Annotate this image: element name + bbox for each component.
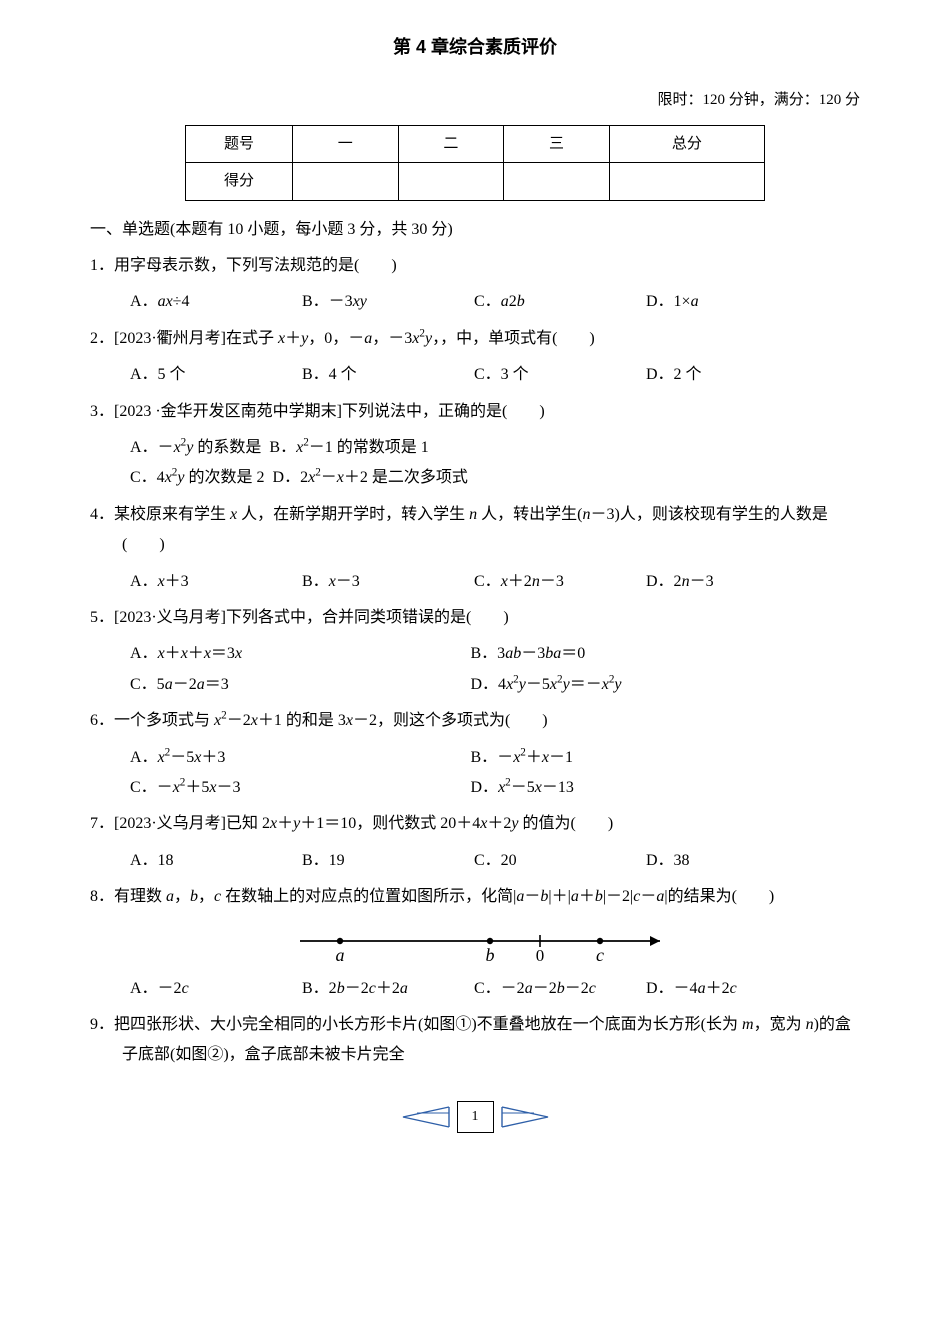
cell [398, 163, 504, 201]
label-a: a [336, 945, 345, 965]
answer-a: A．－2c [130, 974, 302, 1004]
question-4: 4．某校原来有学生 x 人，在新学期开学时，转入学生 n 人，转出学生(n－3)… [90, 500, 860, 561]
answer-c: C．－x2＋5x－3 [130, 773, 471, 803]
question-7: 7．[2023·义乌月考]已知 2x＋y＋1＝10，则代数式 20＋4x＋2y … [90, 809, 860, 839]
answer-b: B．4 个 [302, 360, 474, 390]
answer-c: C．3 个 [474, 360, 646, 390]
section-1-header: 一、单选题(本题有 10 小题，每小题 3 分，共 30 分) [90, 215, 860, 245]
cell: 总分 [609, 125, 764, 163]
question-1-answers: A．ax÷4 B．－3xy C．a2b D．1×a [130, 287, 860, 317]
answer-a: A．ax÷4 [130, 287, 302, 317]
answer-b: B．x－3 [302, 567, 474, 597]
cell [293, 163, 399, 201]
cell: 得分 [186, 163, 293, 201]
page-title: 第 4 章综合素质评价 [90, 30, 860, 64]
question-2: 2．[2023·衢州月考]在式子 x＋y，0，－a，－3x2y，，中，单项式有(… [90, 324, 860, 354]
cell: 题号 [186, 125, 293, 163]
answer-b: B．－x2＋x－1 [471, 743, 812, 773]
label-zero: 0 [536, 946, 545, 965]
answer-a: A．x2－5x＋3 [130, 743, 471, 773]
answer-a: A．－x2y 的系数是 [130, 439, 261, 456]
answer-a: A．5 个 [130, 360, 302, 390]
cell [504, 163, 610, 201]
answer-b: B．－3xy [302, 287, 474, 317]
page-number-wrap: 1 [90, 1101, 860, 1141]
time-score-meta: 限时：120 分钟，满分：120 分 [90, 86, 860, 115]
answer-a: A．x＋x＋x＝3x [130, 639, 471, 669]
answer-c: C．x＋2n－3 [474, 567, 646, 597]
question-8-answers: A．－2c B．2b－2c＋2a C．－2a－2b－2c D．－4a＋2c [130, 974, 860, 1004]
cell: 二 [398, 125, 504, 163]
answer-d: D．38 [646, 846, 818, 876]
number-line-svg: a b 0 c [265, 921, 685, 966]
question-5-answers: A．x＋x＋x＝3x B．3ab－3ba＝0 C．5a－2a＝3 D．4x2y－… [130, 639, 860, 700]
score-table: 题号 一 二 三 总分 得分 [185, 125, 765, 201]
answer-c: C．－2a－2b－2c [474, 974, 646, 1004]
question-4-answers: A．x＋3 B．x－3 C．x＋2n－3 D．2n－3 [130, 567, 860, 597]
question-7-answers: A．18 B．19 C．20 D．38 [130, 846, 860, 876]
question-1: 1．用字母表示数，下列写法规范的是( ) [90, 251, 860, 281]
answer-b: B．x2－1 的常数项是 1 [269, 439, 428, 456]
answer-b: B．19 [302, 846, 474, 876]
answer-d: D．x2－5x－13 [471, 773, 812, 803]
answer-a: A．x＋3 [130, 567, 302, 597]
question-9: 9．把四张形状、大小完全相同的小长方形卡片(如图①)不重叠地放在一个底面为长方形… [90, 1010, 860, 1071]
answer-b: B．2b－2c＋2a [302, 974, 474, 1004]
table-row: 题号 一 二 三 总分 [186, 125, 765, 163]
label-b: b [486, 945, 495, 965]
question-5: 5．[2023·义乌月考]下列各式中，合并同类项错误的是( ) [90, 603, 860, 633]
answer-c: C．4x2y 的次数是 2 [130, 469, 265, 486]
answer-c: C．20 [474, 846, 646, 876]
answer-d: D．2n－3 [646, 567, 818, 597]
question-3-answers: A．－x2y 的系数是 B．x2－1 的常数项是 1 C．4x2y 的次数是 2… [130, 433, 860, 494]
question-6-answers: A．x2－5x＋3 B．－x2＋x－1 C．－x2＋5x－3 D．x2－5x－1… [130, 743, 860, 804]
answer-d: D．2x2－x＋2 是二次多项式 [273, 469, 468, 486]
question-3: 3．[2023 ·金华开发区南苑中学期末]下列说法中，正确的是( ) [90, 397, 860, 427]
answer-c: C．5a－2a＝3 [130, 670, 471, 700]
page-number: 1 [457, 1101, 494, 1134]
answer-b: B．3ab－3ba＝0 [471, 639, 812, 669]
table-row: 得分 [186, 163, 765, 201]
number-line-figure: a b 0 c [90, 921, 860, 966]
question-2-answers: A．5 个 B．4 个 C．3 个 D．2 个 [130, 360, 860, 390]
cell [609, 163, 764, 201]
page-decoration-left-icon [401, 1105, 451, 1129]
label-c: c [596, 945, 604, 965]
cell: 一 [293, 125, 399, 163]
answer-d: D．4x2y－5x2y＝－x2y [471, 670, 812, 700]
question-6: 6．一个多项式与 x2－2x＋1 的和是 3x－2，则这个多项式为( ) [90, 706, 860, 736]
cell: 三 [504, 125, 610, 163]
answer-c: C．a2b [474, 287, 646, 317]
answer-d: D．1×a [646, 287, 818, 317]
answer-a: A．18 [130, 846, 302, 876]
question-8: 8．有理数 a，b，c 在数轴上的对应点的位置如图所示，化简|a－b|＋|a＋b… [90, 882, 860, 912]
answer-d: D．－4a＋2c [646, 974, 818, 1004]
answer-d: D．2 个 [646, 360, 818, 390]
page-decoration-right-icon [500, 1105, 550, 1129]
